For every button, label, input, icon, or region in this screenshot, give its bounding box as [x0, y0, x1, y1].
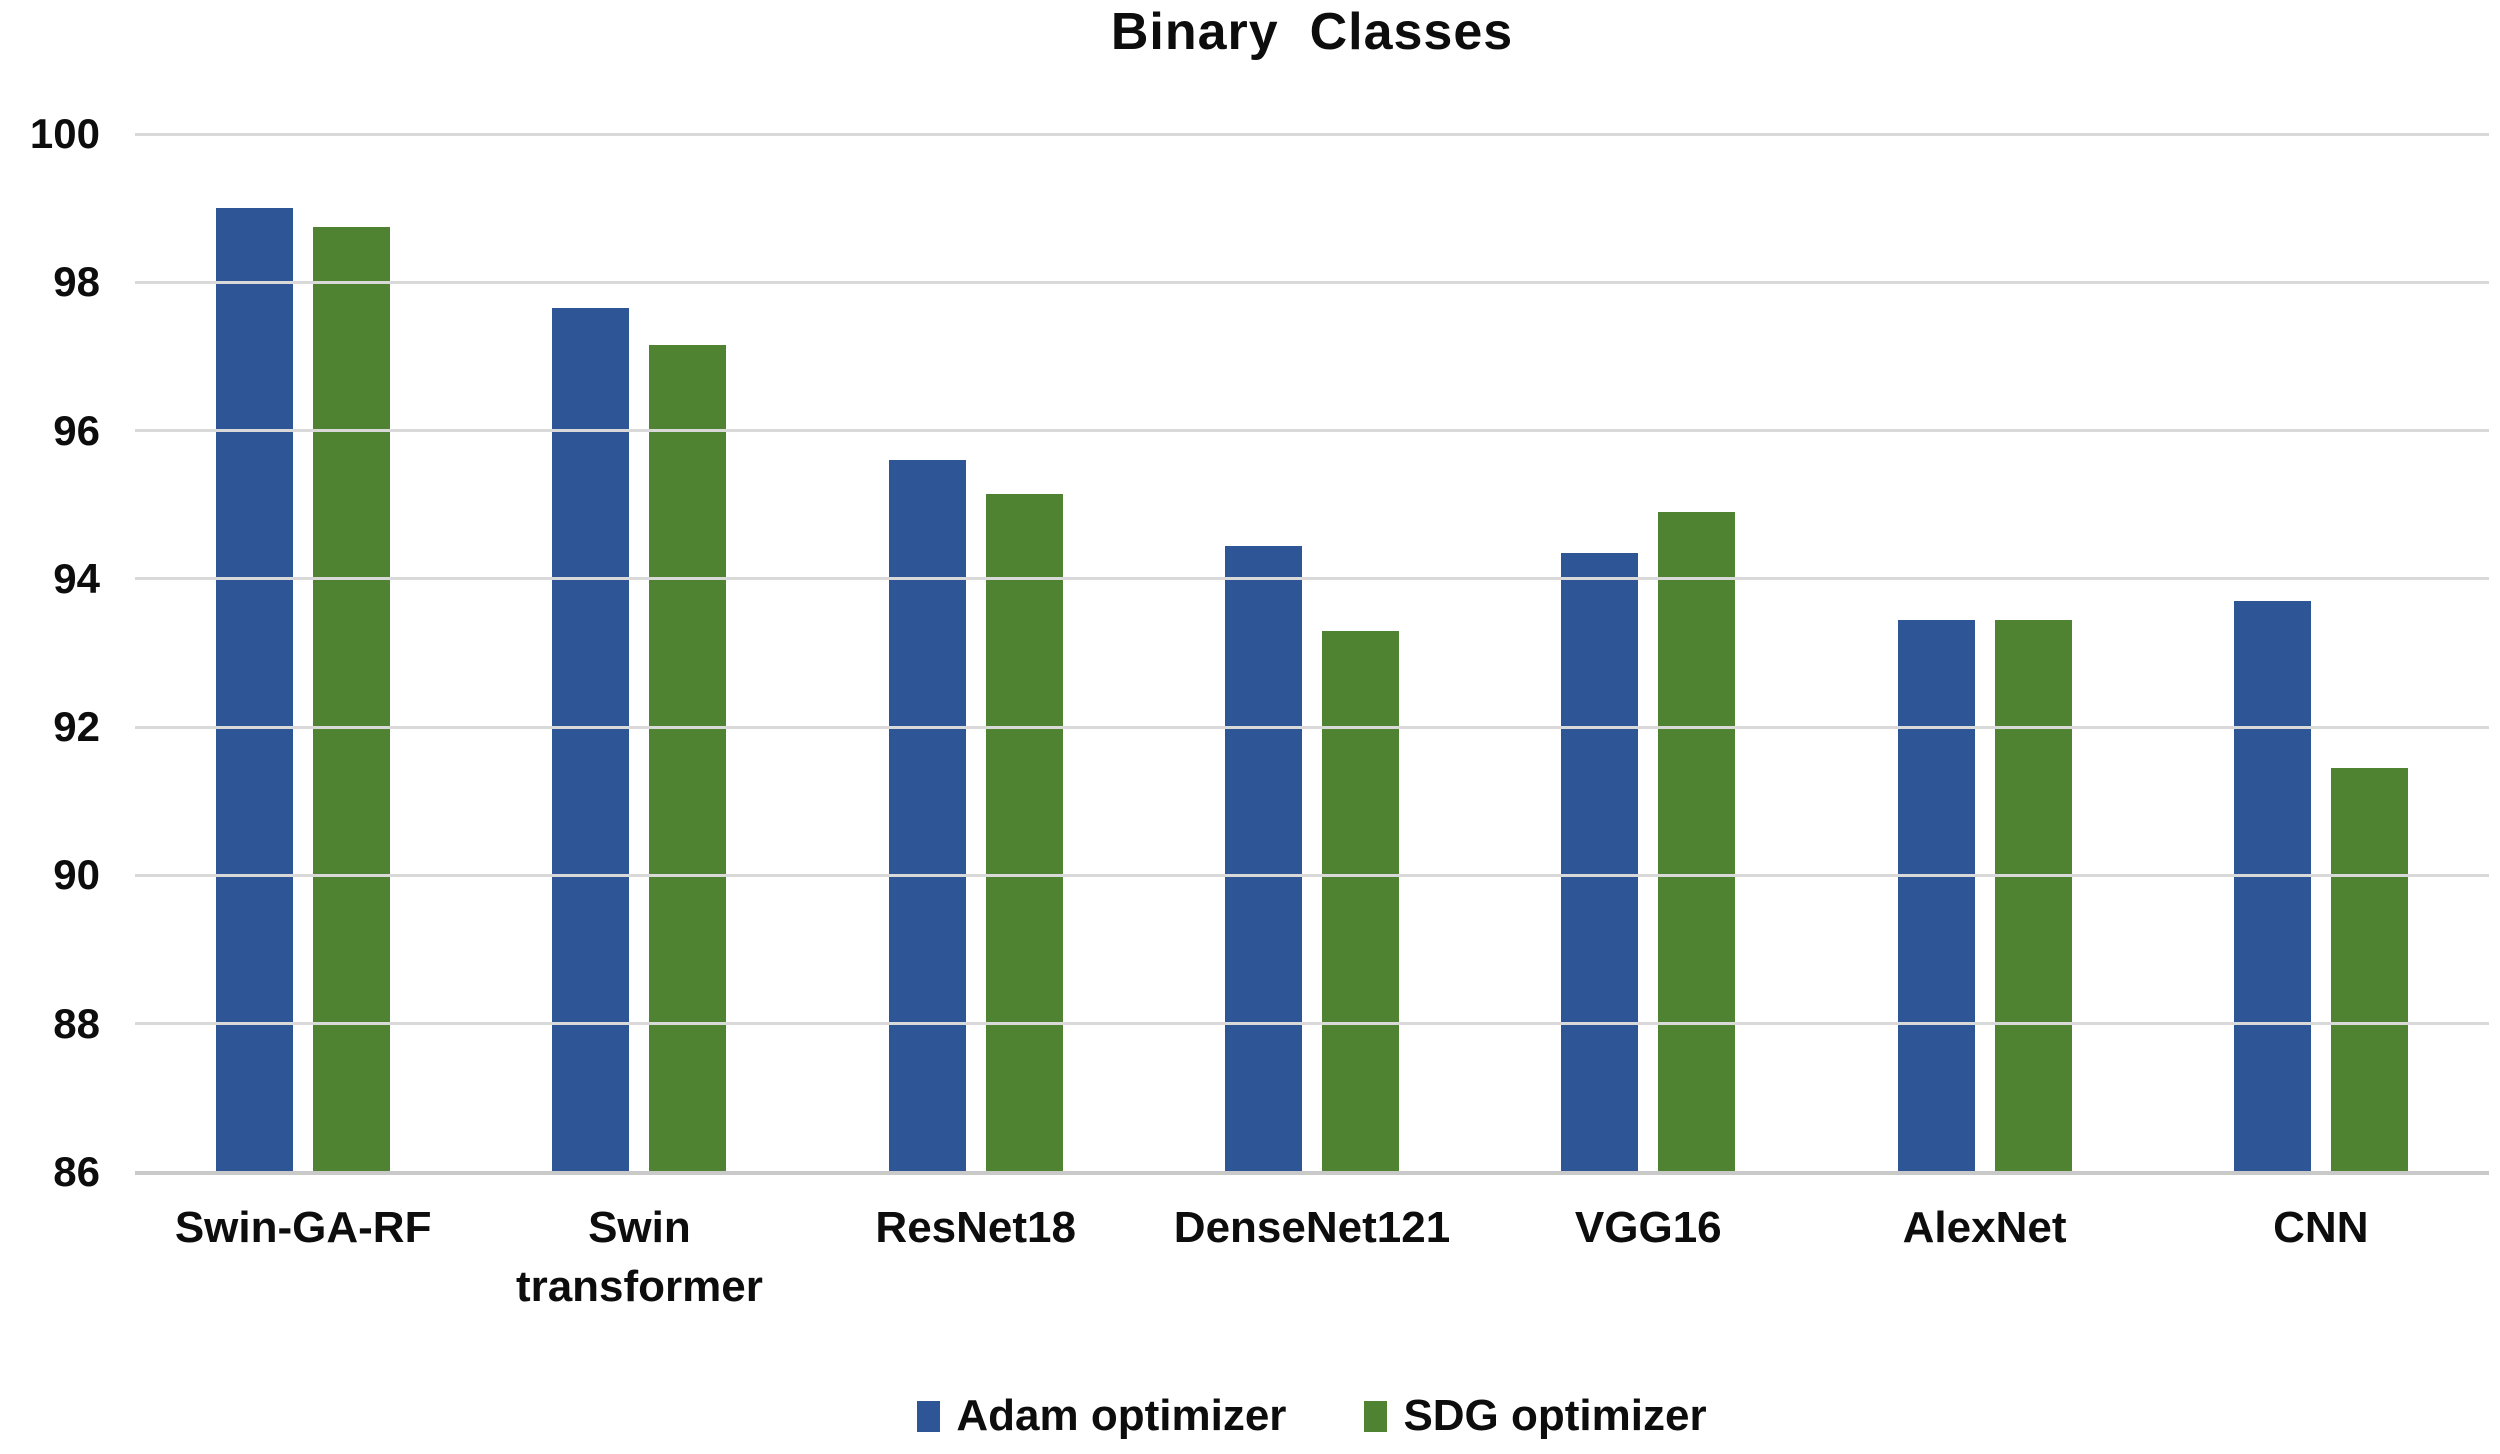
sdg-bar [985, 493, 1063, 1172]
y-tick-label: 98 [53, 258, 100, 306]
x-axis: Swin-GA-RF Swin transformer ResNet18 DenseN… [135, 1198, 2489, 1317]
y-tick-label: 92 [53, 703, 100, 751]
gridline-92 [135, 725, 2489, 729]
adam-bar [1561, 552, 1639, 1172]
legend-label: SDG optimizer [1403, 1391, 1707, 1440]
category-label: CNN [2273, 1203, 2369, 1252]
legend-item: SDG optimizer [1364, 1391, 1707, 1441]
sdg-bar [649, 345, 727, 1172]
sdg-bar [1994, 619, 2072, 1172]
category-cell-4: VGG16 [1480, 1198, 1816, 1317]
bar-group-0 [135, 134, 471, 1172]
legend-swatch-sdg [1364, 1400, 1388, 1432]
sdg-bar [1321, 630, 1399, 1172]
bar-group-2 [808, 134, 1144, 1172]
gridline-98 [135, 280, 2489, 284]
legend-label: Adam optimizer [956, 1391, 1287, 1440]
gridline-86 [135, 1170, 2489, 1175]
bar-group-1 [471, 134, 807, 1172]
category-label: ResNet18 [875, 1203, 1076, 1252]
chart-title: Binary Classes [1110, 3, 1514, 61]
category-label: VGG16 [1574, 1203, 1722, 1252]
y-tick-label: 100 [29, 110, 100, 157]
y-tick-label: 88 [53, 999, 100, 1047]
gridline-90 [135, 873, 2489, 877]
bar-group-4 [1480, 134, 1816, 1172]
category-cell-5: AlexNet [1816, 1198, 2152, 1317]
legend-swatch-adam [917, 1400, 941, 1432]
y-tick-label: 94 [53, 554, 100, 602]
gridline-88 [135, 1022, 2489, 1026]
category-cell-0: Swin-GA-RF [135, 1198, 471, 1317]
adam-bar [2233, 601, 2311, 1172]
category-label: Swin-GA-RF [174, 1203, 432, 1252]
category-label: Swin transformer [515, 1203, 763, 1312]
adam-bar [552, 308, 630, 1172]
gridline-94 [135, 577, 2489, 581]
bar-group-3 [1144, 134, 1480, 1172]
adam-bar [216, 208, 294, 1172]
y-tick-label: 96 [53, 406, 100, 454]
category-label: DenseNet121 [1173, 1203, 1451, 1252]
legend-item: Adam optimizer [917, 1391, 1286, 1441]
adam-bar [1897, 619, 1975, 1172]
sdg-bar [2330, 767, 2408, 1172]
y-tick-label: 90 [53, 851, 100, 899]
y-axis: 86 88 90 92 94 96 98 100 [0, 110, 110, 1195]
adam-bar [1224, 545, 1302, 1172]
category-cell-1: Swin transformer [471, 1198, 807, 1317]
sdg-bar [313, 226, 391, 1172]
adam-bar [888, 460, 966, 1172]
bar-groups [135, 134, 2489, 1172]
gridline-100 [135, 132, 2489, 136]
category-label: AlexNet [1902, 1203, 2067, 1252]
legend: Adam optimizer SDG optimizer [135, 1386, 2489, 1446]
category-cell-2: ResNet18 [808, 1198, 1144, 1317]
y-tick-label: 86 [53, 1148, 100, 1195]
bar-group-6 [2153, 134, 2489, 1172]
category-cell-3: DenseNet121 [1144, 1198, 1480, 1317]
gridline-96 [135, 429, 2489, 433]
bar-group-5 [1816, 134, 2152, 1172]
category-cell-6: CNN [2153, 1198, 2489, 1317]
sdg-bar [1658, 512, 1736, 1172]
plot-area [135, 132, 2489, 1175]
